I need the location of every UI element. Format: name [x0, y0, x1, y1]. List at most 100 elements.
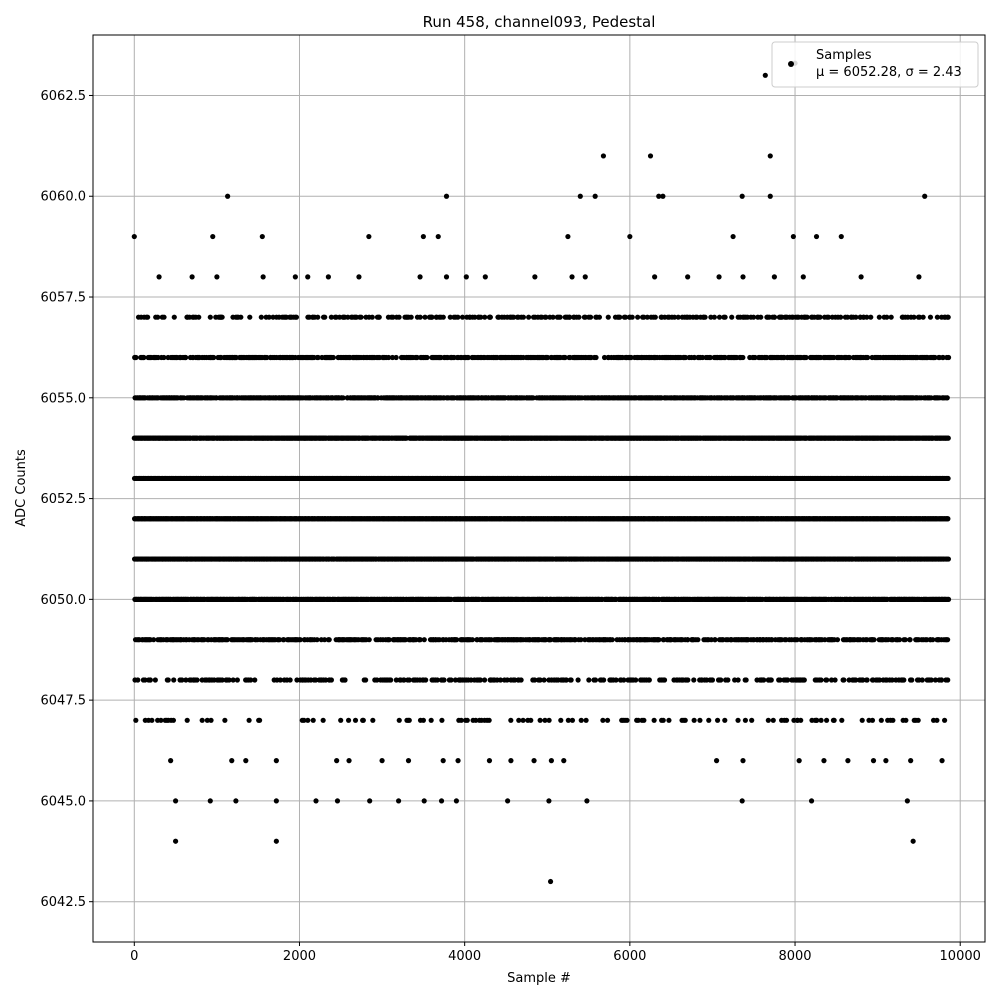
data-point [273, 838, 279, 844]
data-point [458, 717, 464, 723]
data-point [945, 637, 951, 643]
data-point [624, 717, 630, 723]
data-point [878, 717, 884, 723]
data-point [273, 798, 279, 804]
data-point [225, 193, 231, 199]
data-point [735, 677, 741, 683]
data-point [651, 717, 657, 723]
data-point [183, 677, 189, 683]
data-point [767, 193, 773, 199]
data-point [592, 193, 598, 199]
data-point [531, 758, 537, 764]
data-point [334, 798, 341, 804]
data-point [374, 677, 380, 683]
data-point [406, 677, 412, 683]
data-point [440, 758, 446, 764]
data-point [909, 677, 915, 683]
data-point [199, 717, 205, 723]
data-point [613, 677, 619, 683]
data-point [584, 798, 590, 804]
data-point [932, 677, 939, 683]
data-point [939, 758, 945, 764]
data-point [497, 677, 504, 683]
data-point [558, 717, 564, 723]
data-point [420, 233, 426, 240]
data-point [504, 677, 510, 683]
data-point [896, 637, 903, 643]
data-point [396, 717, 402, 723]
data-point [823, 717, 830, 723]
data-point [314, 637, 320, 643]
data-point [443, 274, 450, 280]
data-point [761, 677, 767, 683]
data-point [627, 233, 633, 240]
data-point [379, 758, 385, 764]
data-point [864, 677, 870, 683]
data-point [695, 637, 701, 643]
data-point [814, 717, 820, 723]
data-point [565, 233, 571, 240]
data-point [386, 637, 392, 643]
data-point [578, 717, 584, 723]
data-point [941, 717, 948, 723]
data-point [528, 717, 534, 723]
data-point [808, 798, 815, 804]
data-point [454, 637, 460, 643]
data-point [417, 637, 423, 643]
data-point [287, 677, 293, 683]
data-point [434, 677, 440, 683]
data-point [334, 758, 340, 764]
data-point [907, 637, 913, 643]
data-point [435, 233, 441, 240]
data-point [179, 677, 185, 683]
data-point [930, 637, 936, 643]
data-point [600, 717, 606, 723]
data-point [716, 274, 722, 280]
data-point [666, 717, 672, 723]
data-point [656, 193, 662, 199]
data-point [813, 233, 820, 240]
data-point [660, 717, 666, 723]
data-point [859, 717, 865, 723]
data-point [421, 637, 427, 643]
data-point [486, 717, 492, 723]
data-point [214, 274, 220, 280]
data-point [338, 717, 344, 723]
data-point [742, 717, 749, 723]
data-point [226, 677, 232, 683]
data-point [876, 677, 883, 683]
data-point [463, 274, 469, 280]
data-point [682, 717, 688, 723]
data-point [393, 677, 399, 683]
data-point [448, 677, 454, 683]
data-point [207, 798, 213, 804]
data-point [714, 717, 721, 723]
data-point [796, 758, 802, 764]
data-point [647, 153, 654, 159]
data-point [417, 274, 423, 280]
data-point [945, 596, 952, 602]
data-point [320, 717, 326, 723]
data-point [234, 677, 240, 683]
data-point [883, 758, 889, 764]
data-point [133, 717, 139, 723]
data-point [292, 274, 298, 280]
data-point [428, 717, 434, 723]
data-point [230, 677, 236, 683]
data-point [441, 677, 447, 683]
data-point [516, 717, 522, 723]
data-point [305, 274, 311, 280]
data-point [345, 717, 352, 723]
data-point [725, 677, 731, 683]
data-point [853, 677, 859, 683]
data-point [801, 677, 807, 683]
data-point [691, 717, 697, 723]
data-point [563, 677, 569, 683]
data-point [548, 758, 554, 764]
data-point [685, 274, 691, 280]
data-point [219, 677, 225, 683]
data-point [938, 677, 945, 683]
data-point [740, 274, 746, 280]
data-point [184, 717, 190, 723]
